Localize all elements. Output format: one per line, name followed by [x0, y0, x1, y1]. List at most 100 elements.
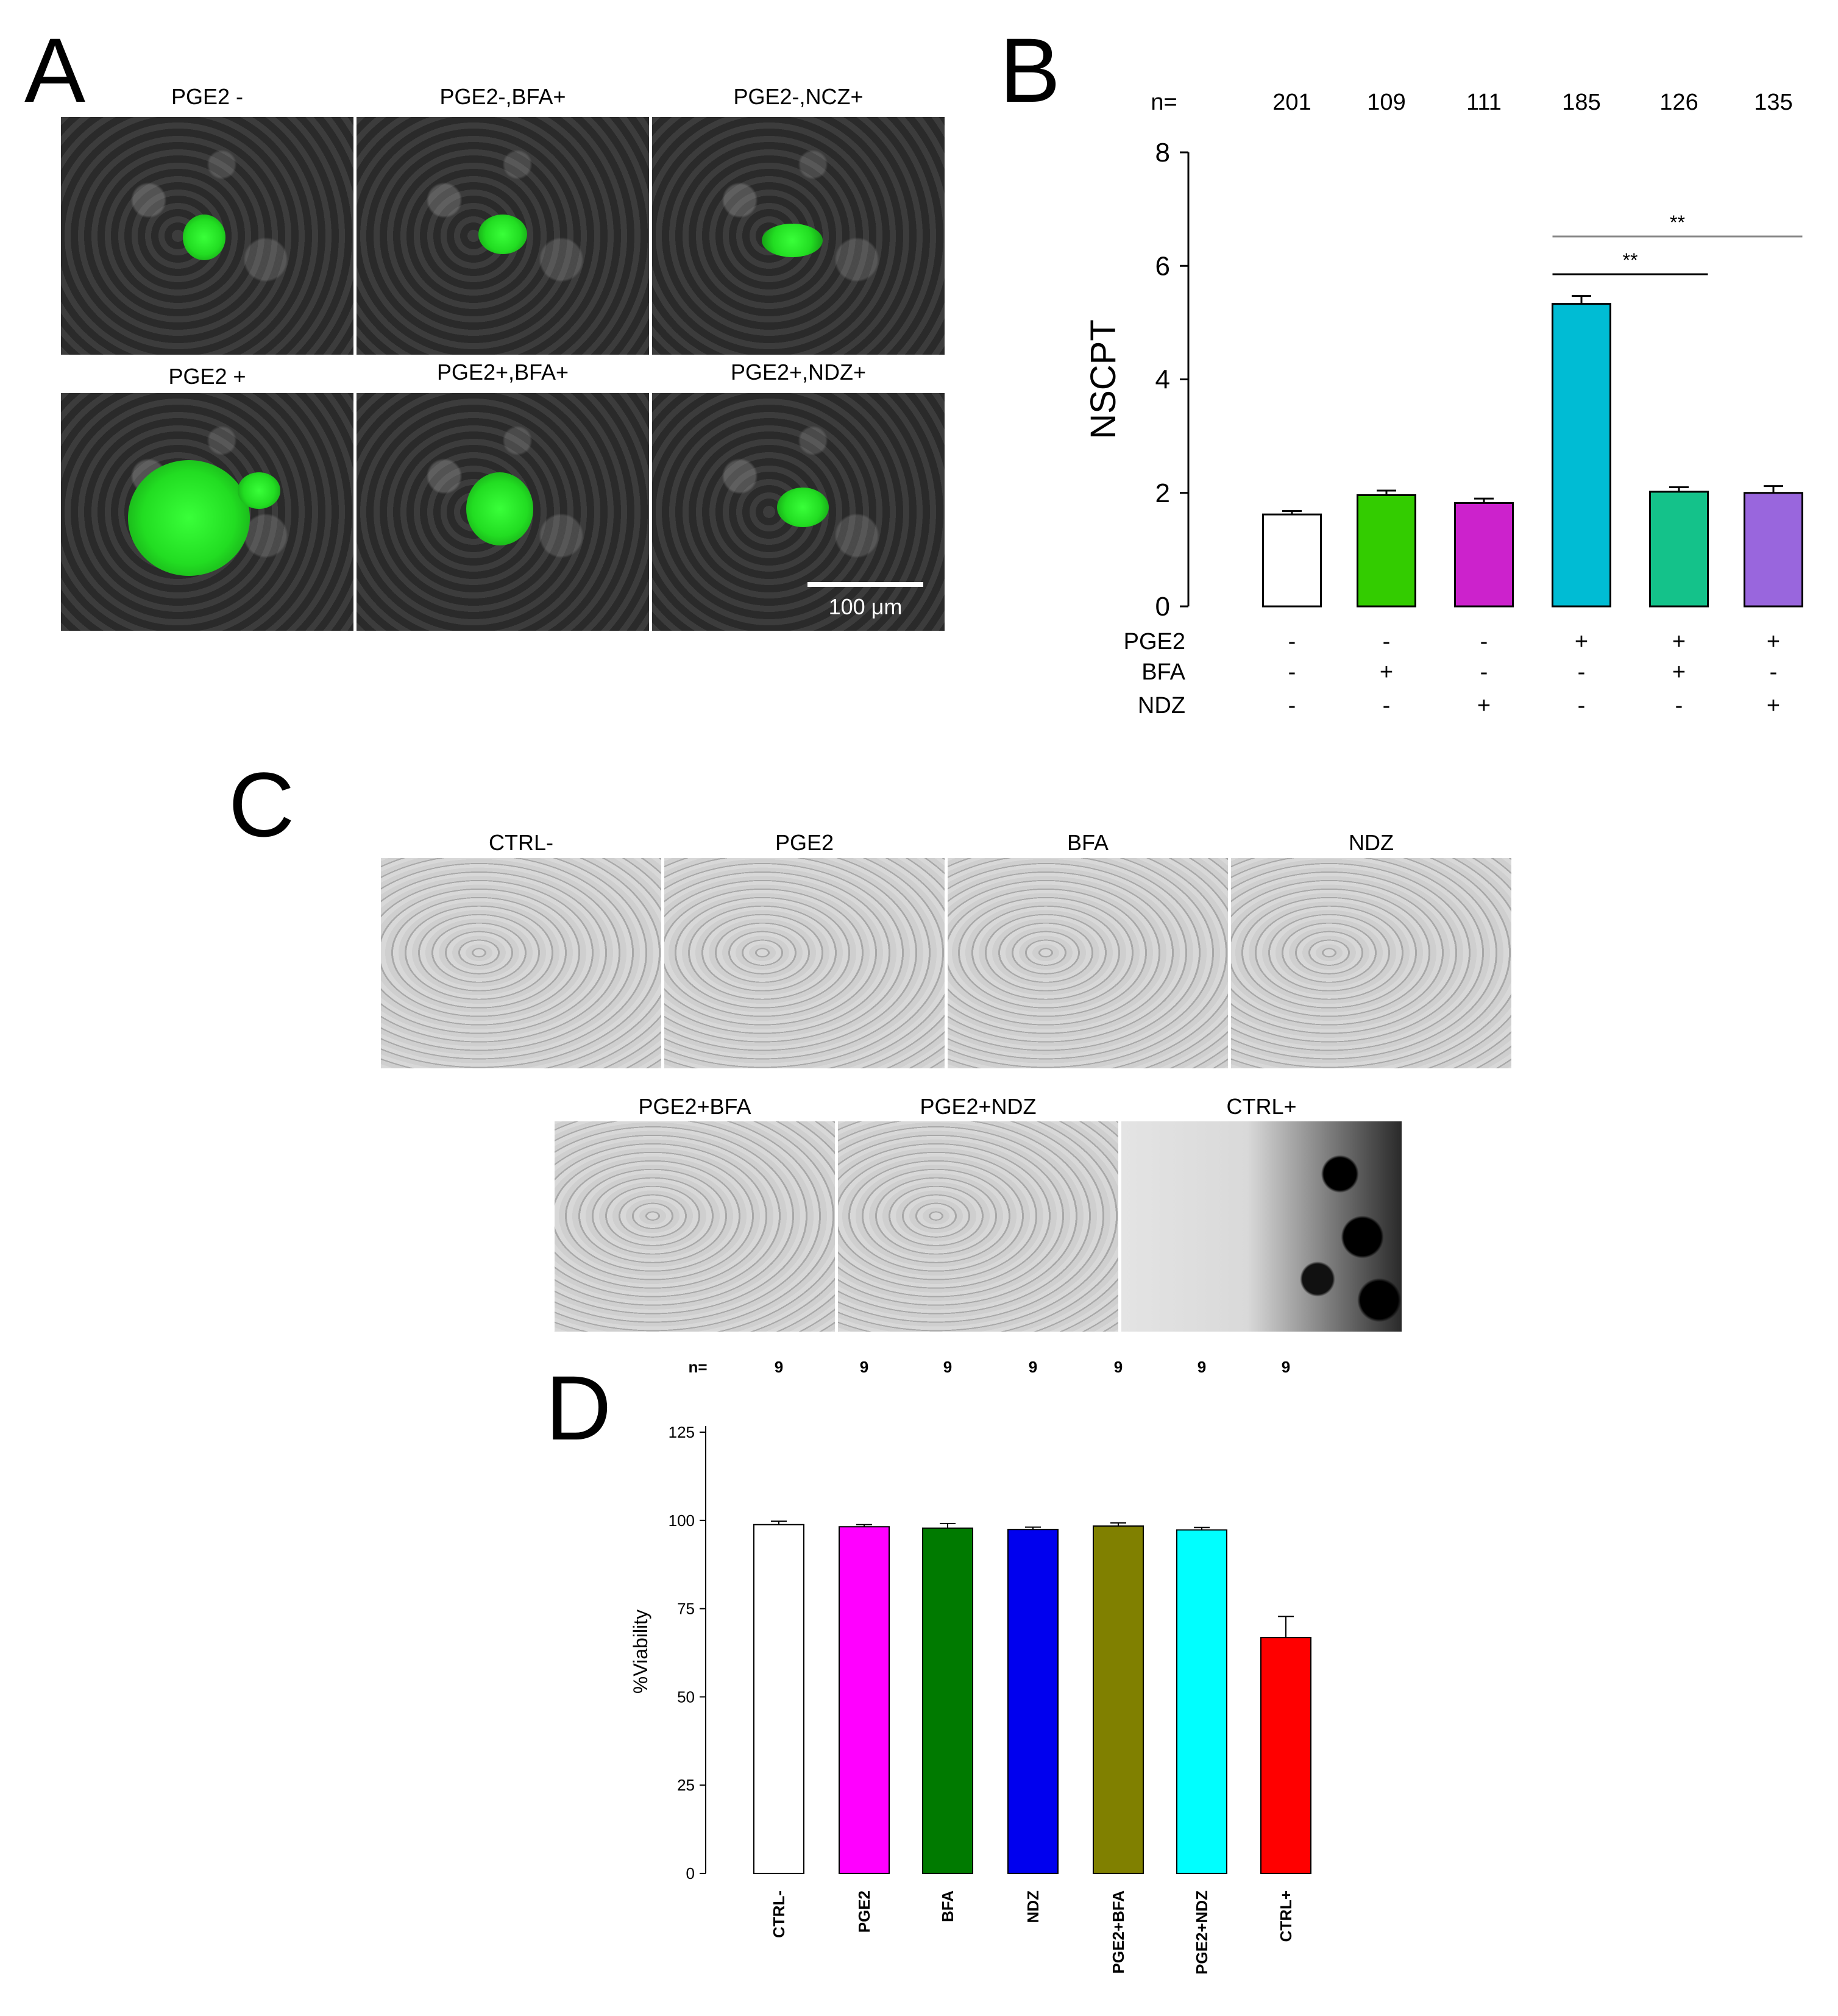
b-significance-label: ** [1670, 211, 1685, 233]
d-labels: n= 9 CTRL- 9 PGE2 9 BFA 9 NDZ 9 PGE2+BFA 9 PGE2+NDZ 9… [688, 1358, 1295, 1975]
micrograph-pge2-pos-bfa [357, 393, 649, 631]
d-y-tick-label: 75 [677, 1600, 695, 1618]
b-bar [1649, 491, 1709, 608]
b-n-value: 126 [1659, 90, 1698, 115]
b-y-tick-label: 0 [1155, 592, 1170, 622]
panel-a-label-1: PGE2 - [171, 84, 244, 109]
scale-bar-label: 100 μm [828, 594, 903, 619]
d-y-tick-label: 100 [669, 1511, 695, 1530]
d-n-value: 9 [1114, 1358, 1123, 1376]
d-y-tick-label: 50 [677, 1688, 695, 1706]
d-bar [753, 1524, 804, 1874]
panel-c-label-4: NDZ [1349, 830, 1394, 855]
panel-a-label-2: PGE2-,BFA+ [439, 84, 566, 109]
micrograph-pge2-bfa [555, 1121, 835, 1332]
d-bars [753, 1520, 1311, 1874]
b-condition-mark: + [1767, 629, 1780, 655]
panel-b-letter: B [999, 19, 1061, 121]
b-condition-mark: + [1575, 629, 1588, 655]
d-category-label: NDZ [1024, 1890, 1042, 1923]
b-bar [1744, 492, 1803, 608]
d-n-value: 9 [1198, 1358, 1206, 1376]
micrograph-ndz [1231, 858, 1511, 1068]
panel-d-letter: D [545, 1357, 612, 1459]
panel-b-chart: 0 2 4 6 8 NSCPT n= 201 109 111 185 126 135 PGE2 - - - + +… [1084, 90, 1803, 719]
b-significance-label: ** [1623, 249, 1638, 271]
b-condition-mark: - [1288, 659, 1296, 685]
b-y-tick-label: 2 [1155, 478, 1170, 508]
b-y-tick-label: 8 [1155, 138, 1170, 168]
micrograph-pge2-neg-ncz [652, 117, 945, 355]
green-cell-cluster [238, 472, 280, 509]
b-condition-mark: + [1767, 693, 1780, 719]
b-condition-mark: - [1770, 659, 1778, 685]
micrograph-ctrl-pos [1121, 1121, 1402, 1332]
green-cell-cluster [183, 215, 225, 260]
b-condition-mark: - [1288, 693, 1296, 719]
d-y-axis-title: %Viability [630, 1610, 651, 1694]
panel-c-label-3: BFA [1066, 830, 1109, 855]
d-bar [1176, 1529, 1227, 1874]
d-n-value: 9 [1282, 1358, 1290, 1376]
b-condition-name: PGE2 [1124, 629, 1185, 655]
b-bars [1262, 295, 1803, 608]
micrograph-pge2-neg-bfa [357, 117, 649, 355]
d-axis: 0 25 50 75 100 125 %Viability [630, 1423, 706, 1883]
b-y-axis-title: NSCPT [1084, 319, 1123, 439]
d-category-label: CTRL- [770, 1890, 788, 1938]
b-bar [1357, 494, 1416, 608]
panel-c-label-1: CTRL- [489, 830, 553, 855]
b-condition-mark: + [1672, 659, 1686, 685]
panel-a-label-4: PGE2 + [168, 364, 246, 389]
d-n-value: 9 [1029, 1358, 1037, 1376]
b-condition-mark: - [1480, 659, 1488, 685]
d-y-tick-label: 0 [686, 1864, 695, 1883]
micrograph-pge2-pos-ndz: 100 μm [652, 393, 945, 631]
b-n-label: n= [1151, 90, 1177, 115]
b-bar [1552, 303, 1611, 608]
panel-c-label-7: CTRL+ [1226, 1094, 1297, 1119]
b-condition-name: BFA [1141, 659, 1185, 685]
panel-c-label-2: PGE2 [775, 830, 834, 855]
d-bar [1093, 1525, 1144, 1874]
b-n-value: 185 [1562, 90, 1600, 115]
micrograph-pge2-pos [61, 393, 353, 631]
d-bar [839, 1526, 890, 1874]
d-bar [1007, 1528, 1059, 1874]
b-condition-mark: - [1288, 629, 1296, 655]
d-category-label: PGE2+NDZ [1193, 1890, 1211, 1975]
panel-a-label-3: PGE2-,NCZ+ [733, 84, 864, 109]
b-y-tick-label: 6 [1155, 251, 1170, 281]
b-n-value: 201 [1272, 90, 1311, 115]
b-bar [1262, 513, 1322, 608]
green-cell-cluster [777, 488, 829, 527]
green-cell-cluster [762, 224, 823, 257]
micrograph-pge2 [664, 858, 945, 1068]
d-n-value: 9 [943, 1358, 952, 1376]
b-n-value: 135 [1754, 90, 1792, 115]
b-condition-mark: - [1383, 629, 1391, 655]
green-cell-cluster [128, 460, 250, 576]
b-bar [1454, 502, 1514, 608]
panel-a-letter: A [24, 19, 86, 121]
b-condition-mark: + [1380, 659, 1393, 685]
d-n-value: 9 [775, 1358, 783, 1376]
b-condition-mark: - [1675, 693, 1683, 719]
green-cell-cluster [466, 472, 533, 545]
b-condition-mark: - [1578, 659, 1586, 685]
d-n-value: 9 [860, 1358, 868, 1376]
d-bar [1260, 1637, 1311, 1874]
panel-d-chart: 0 25 50 75 100 125 %Viability n= 9 CTRL- 9 PGE2 9 BF… [630, 1358, 1311, 1975]
scale-bar [807, 582, 923, 587]
panel-c-letter: C [229, 753, 295, 856]
b-condition-name: NDZ [1138, 693, 1185, 719]
d-bar [922, 1527, 973, 1874]
d-category-label: BFA [939, 1890, 957, 1922]
b-condition-mark: - [1383, 693, 1391, 719]
panel-c-label-5: PGE2+BFA [638, 1094, 751, 1119]
b-n-value: 111 [1466, 90, 1502, 115]
d-category-label: PGE2+BFA [1109, 1890, 1127, 1974]
d-n-label: n= [688, 1358, 707, 1376]
b-axis: 0 2 4 6 8 NSCPT [1084, 138, 1190, 622]
green-cell-cluster [478, 215, 527, 254]
